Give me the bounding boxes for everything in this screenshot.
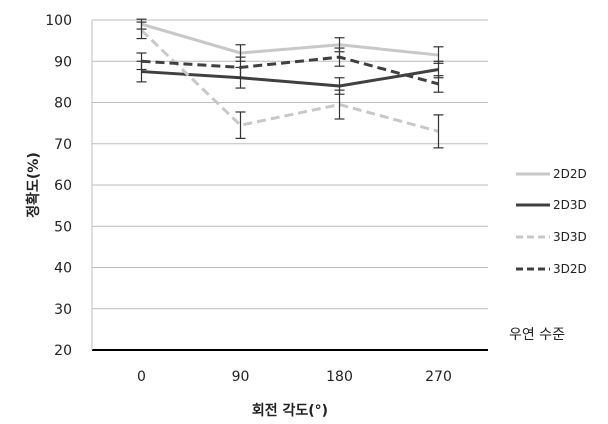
x-tick-label: 0 [137,369,146,385]
error-bar [136,52,147,71]
legend-item-2D3D: 2D3D [516,198,587,212]
y-tick-label: 50 [54,219,72,235]
y-tick-label: 20 [54,343,72,359]
x-axis-title: 회전 각도(°) [252,402,328,419]
chance-level-annotation: 우연 수준 [509,327,565,343]
legend-label: 2D3D [553,198,587,212]
gridlines [91,19,488,351]
y-tick-label: 60 [54,178,72,194]
series-line-3D3D [140,29,439,133]
x-axis-ticks: 0 90 180 270 [137,369,452,385]
x-tick-label: 270 [425,369,452,385]
legend: 2D2D 2D3D 3D3D 3D2D [516,167,587,276]
series-line-2D3D [141,68,439,88]
series-line-3D2D [141,55,439,86]
legend-item-3D3D: 3D3D [516,230,587,244]
x-tick-label: 90 [232,369,250,385]
y-tick-label: 30 [54,302,72,318]
x-tick-label: 180 [326,369,353,385]
y-tick-label: 40 [54,261,72,277]
legend-label: 3D2D [553,262,587,276]
legend-label: 2D2D [553,167,587,181]
error-bar [334,89,345,120]
legend-item-2D2D: 2D2D [516,167,587,181]
legend-item-3D2D: 3D2D [516,262,587,276]
series-2D3D [136,60,444,95]
error-bar [433,114,444,149]
y-tick-label: 70 [54,137,72,153]
error-bar [136,21,147,40]
series-line-2D2D [141,22,439,57]
series-3D2D [136,47,444,93]
y-tick-label: 100 [45,13,72,29]
y-tick-label: 80 [54,96,72,112]
y-axis-title: 정확도(%) [25,152,42,217]
series-2D2D [136,18,444,64]
y-axis-ticks: 20 30 40 50 60 70 80 90 100 [45,13,72,359]
legend-label: 3D3D [553,230,587,244]
error-bar [334,47,345,67]
error-bar [235,111,246,139]
y-tick-label: 90 [54,54,72,70]
error-bar [433,75,444,93]
error-bar [235,56,246,79]
series-lines [136,18,444,149]
series-3D3D [136,21,444,149]
